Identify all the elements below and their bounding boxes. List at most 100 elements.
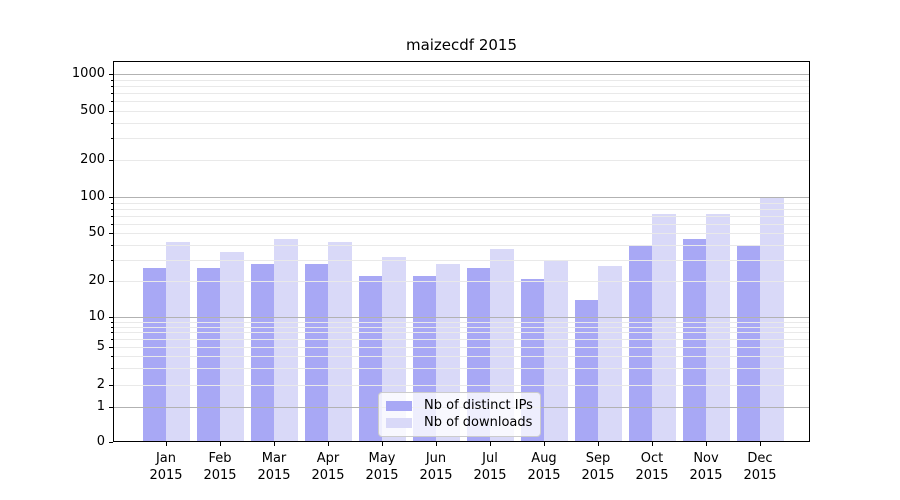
y-minor-tick-mark (111, 281, 113, 283)
y-tick-mark-1000 (109, 74, 113, 75)
y-minor-tick-mark (111, 346, 113, 348)
x-tick-mark-jul (490, 442, 491, 446)
x-tick-month: Apr (316, 451, 340, 466)
legend-swatch-distinct-ips (386, 400, 412, 411)
gridline-400 (114, 123, 809, 125)
y-tick-label-200: 200 (80, 152, 105, 168)
x-tick-month: Jun (425, 451, 447, 466)
x-tick-mark-may (382, 442, 383, 446)
gridline-90 (114, 202, 809, 204)
x-tick-mark-dec (760, 442, 761, 446)
y-tick-label-100: 100 (80, 189, 105, 205)
gridline-8 (114, 326, 809, 328)
x-tick-mark-aug (544, 442, 545, 446)
gridline-200 (114, 160, 809, 162)
y-tick-mark-0 (109, 441, 113, 443)
x-tick-month: Jul (482, 451, 498, 466)
gridline-60 (114, 223, 809, 225)
x-tick-year: 2015 (581, 468, 615, 483)
bar-mar-distinct-ips (250, 263, 274, 441)
bar-jan-downloads (166, 242, 190, 441)
bar-apr-downloads (328, 242, 352, 441)
x-tick-year: 2015 (203, 468, 237, 483)
x-tick-month: May (368, 451, 396, 466)
y-tick-label-500: 500 (80, 103, 105, 119)
gridline-7 (114, 332, 809, 334)
y-minor-tick-mark (111, 93, 113, 95)
gridline-10 (114, 317, 809, 319)
x-tick-month: Sep (585, 451, 611, 466)
y-minor-tick-mark (111, 160, 113, 162)
x-tick-label-jul: Jul 2015 (460, 450, 520, 484)
y-minor-tick-mark (111, 215, 113, 217)
y-tick-label-5: 5 (96, 338, 105, 354)
bar-feb-downloads (220, 252, 244, 441)
y-tick-label-1: 1 (96, 398, 105, 414)
gridline-3 (114, 368, 809, 370)
x-tick-month: Feb (208, 451, 232, 466)
x-tick-label-may: May 2015 (352, 450, 412, 484)
x-tick-mark-sep (598, 442, 599, 446)
legend-swatch-downloads (386, 417, 412, 428)
gridline-50 (114, 233, 809, 235)
x-tick-mark-oct (652, 442, 653, 446)
y-minor-tick-mark (111, 338, 113, 340)
gridline-500 (114, 111, 809, 113)
y-tick-label-1000: 1000 (71, 66, 105, 81)
x-tick-year: 2015 (419, 468, 453, 483)
bar-apr-distinct-ips (304, 263, 328, 441)
y-minor-tick-mark (111, 245, 113, 247)
gridline-5 (114, 346, 809, 348)
y-minor-tick-mark (111, 368, 113, 370)
x-tick-mark-jan (166, 442, 167, 446)
y-minor-tick-mark (111, 233, 113, 235)
legend-label-downloads: Nb of downloads (424, 415, 533, 430)
gridline-1000 (114, 74, 809, 75)
y-minor-tick-mark (111, 223, 113, 225)
x-tick-month: Nov (693, 451, 719, 466)
bar-oct-distinct-ips (628, 245, 652, 441)
y-tick-label-10: 10 (88, 309, 105, 325)
bar-feb-distinct-ips (196, 267, 220, 441)
y-minor-tick-mark (111, 326, 113, 328)
x-tick-label-jun: Jun 2015 (406, 450, 466, 484)
y-minor-tick-mark (111, 321, 113, 323)
y-minor-tick-mark (111, 208, 113, 210)
gridline-2 (114, 385, 809, 386)
y-minor-tick-mark (111, 356, 113, 358)
gridline-20 (114, 281, 809, 283)
x-tick-month: Mar (261, 451, 287, 466)
bar-sep-distinct-ips (574, 299, 598, 441)
bar-dec-distinct-ips (736, 246, 760, 441)
x-tick-label-nov: Nov 2015 (676, 450, 736, 484)
y-tick-label-50: 50 (88, 225, 105, 241)
y-tick-label-0: 0 (96, 433, 105, 449)
x-tick-mark-jun (436, 442, 437, 446)
x-tick-label-apr: Apr 2015 (298, 450, 358, 484)
gridline-600 (114, 101, 809, 103)
x-tick-label-sep: Sep 2015 (568, 450, 628, 484)
x-tick-month: Dec (747, 451, 773, 466)
y-minor-tick-mark (111, 260, 113, 262)
gridline-9 (114, 321, 809, 323)
y-tick-mark-1 (109, 406, 113, 408)
bar-sep-downloads (598, 265, 622, 441)
plot-area: Nb of distinct IPs Nb of downloads (113, 61, 810, 442)
x-tick-year: 2015 (527, 468, 561, 483)
y-minor-tick-mark (111, 85, 113, 87)
gridline-70 (114, 215, 809, 217)
legend-item-distinct-ips: Nb of distinct IPs (386, 397, 533, 414)
x-tick-month: Jan (155, 451, 177, 466)
y-tick-mark-100 (109, 197, 113, 199)
y-minor-tick-mark (111, 385, 113, 386)
y-minor-tick-mark (111, 202, 113, 204)
x-tick-year: 2015 (473, 468, 507, 483)
gridline-40 (114, 245, 809, 247)
gridline-800 (114, 85, 809, 87)
x-tick-year: 2015 (149, 468, 183, 483)
x-tick-mark-feb (220, 442, 221, 446)
legend-item-downloads: Nb of downloads (386, 414, 532, 431)
gridline-30 (114, 260, 809, 262)
gridline-6 (114, 338, 809, 340)
